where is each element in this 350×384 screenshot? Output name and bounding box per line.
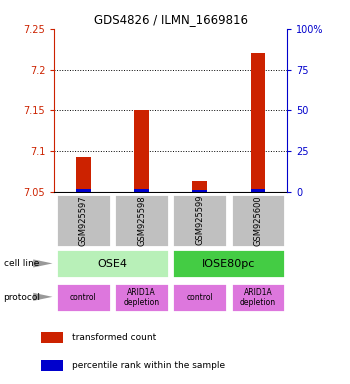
Text: GSM925600: GSM925600 (253, 195, 262, 245)
Bar (193, 190, 207, 192)
Text: OSE4: OSE4 (97, 259, 127, 269)
FancyBboxPatch shape (56, 283, 111, 312)
Bar (193, 181, 207, 192)
FancyBboxPatch shape (114, 283, 169, 312)
FancyBboxPatch shape (56, 249, 169, 278)
Bar (76, 189, 91, 192)
Bar (134, 110, 149, 192)
Text: protocol: protocol (4, 293, 41, 302)
Text: ARID1A
depletion: ARID1A depletion (124, 288, 160, 307)
Bar (251, 53, 265, 192)
FancyBboxPatch shape (172, 194, 227, 247)
FancyBboxPatch shape (231, 283, 285, 312)
Polygon shape (33, 293, 52, 301)
Text: transformed count: transformed count (72, 333, 156, 342)
FancyBboxPatch shape (231, 194, 285, 247)
Text: ARID1A
depletion: ARID1A depletion (240, 288, 276, 307)
FancyBboxPatch shape (56, 194, 111, 247)
FancyBboxPatch shape (172, 283, 227, 312)
FancyBboxPatch shape (172, 249, 285, 278)
Text: IOSE80pc: IOSE80pc (202, 259, 256, 269)
Text: GSM925599: GSM925599 (195, 195, 204, 245)
Title: GDS4826 / ILMN_1669816: GDS4826 / ILMN_1669816 (94, 13, 248, 26)
Text: percentile rank within the sample: percentile rank within the sample (72, 361, 225, 370)
Bar (41, 332, 63, 343)
Polygon shape (33, 260, 52, 267)
Bar (251, 189, 265, 192)
Bar (76, 157, 91, 192)
Text: GSM925597: GSM925597 (79, 195, 88, 245)
Bar (41, 360, 63, 371)
Text: control: control (70, 293, 97, 302)
Bar (134, 189, 149, 192)
Text: GSM925598: GSM925598 (137, 195, 146, 245)
Text: cell line: cell line (4, 259, 39, 268)
Text: control: control (186, 293, 213, 302)
FancyBboxPatch shape (114, 194, 169, 247)
